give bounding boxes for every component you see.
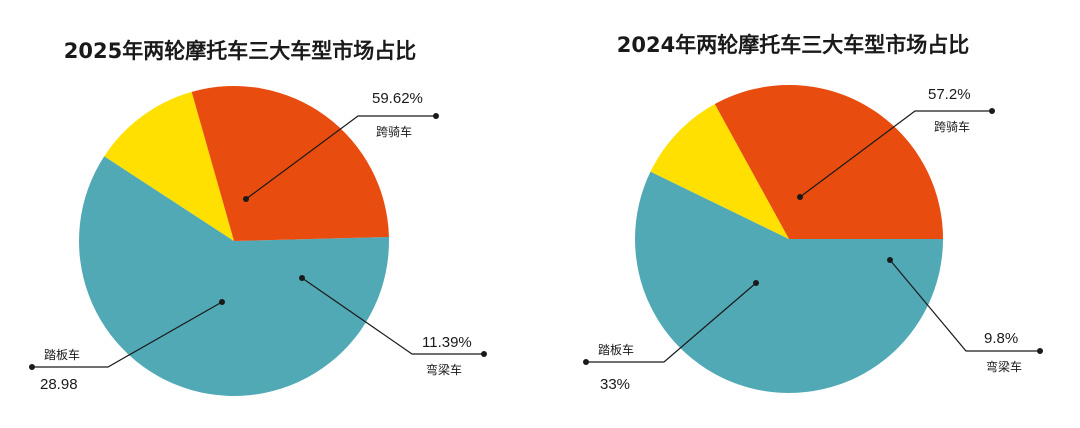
slice-2025-taban <box>191 85 389 242</box>
leader-dot-2024-wanliang-outer <box>1037 348 1043 354</box>
pie-chart-2025: 2025年两轮摩托车三大车型市场占比 59.62% 跨骑车 11.39% 弯梁车… <box>29 39 487 396</box>
leader-2024-taban <box>586 282 757 363</box>
slice-2025-kuaqi <box>79 156 390 396</box>
leader-2024-kuaqi <box>799 110 992 198</box>
leader-2025-kuaqi <box>245 115 436 200</box>
value-label-2025-kuaqi: 59.62% <box>372 90 423 107</box>
category-label-2024-wanliang: 弯梁车 <box>986 359 1022 374</box>
chart-title-2024: 2024年两轮摩托车三大车型市场占比 <box>617 33 969 57</box>
pie-chart-2024: 2024年两轮摩托车三大车型市场占比 57.2% 跨骑车 9.8% 弯梁车 踏板… <box>583 33 1043 393</box>
leader-dot-2025-taban-outer <box>29 364 35 370</box>
slice-2024-kuaqi <box>635 171 943 393</box>
category-label-2025-wanliang: 弯梁车 <box>426 362 462 377</box>
category-label-2024-kuaqi: 跨骑车 <box>934 119 970 134</box>
leader-2025-taban <box>32 301 223 368</box>
pie-slices-2025 <box>79 85 390 396</box>
leader-dot-2024-wanliang-inner <box>887 257 893 263</box>
category-label-2025-taban: 踏板车 <box>44 347 80 362</box>
leader-dot-2024-kuaqi-inner <box>797 194 803 200</box>
category-label-2024-taban: 踏板车 <box>598 342 634 357</box>
leader-dot-2024-taban-outer <box>583 359 589 365</box>
pie-slices-2024 <box>635 85 943 393</box>
value-label-2024-taban: 33% <box>600 376 630 393</box>
value-label-2025-wanliang: 11.39% <box>422 334 472 351</box>
value-label-2024-wanliang: 9.8% <box>984 330 1018 347</box>
chart-title-2025: 2025年两轮摩托车三大车型市场占比 <box>64 39 416 63</box>
leader-dot-2025-wanliang-inner <box>299 275 305 281</box>
leader-dot-2025-kuaqi-outer <box>433 113 439 119</box>
slice-2024-taban <box>714 85 943 239</box>
leader-dot-2024-taban-inner <box>753 280 759 286</box>
leader-dot-2025-wanliang-outer <box>481 351 487 357</box>
leader-dot-2025-kuaqi-inner <box>243 196 249 202</box>
category-label-2025-kuaqi: 跨骑车 <box>376 124 412 139</box>
slice-2025-wanliang <box>104 91 234 241</box>
slice-2024-wanliang <box>650 104 789 239</box>
leader-dot-2025-taban-inner <box>219 299 225 305</box>
leader-2025-wanliang <box>301 277 484 355</box>
leader-dot-2024-kuaqi-outer <box>989 108 995 114</box>
value-label-2025-taban: 28.98 <box>40 376 78 393</box>
leader-2024-wanliang <box>889 259 1040 352</box>
value-label-2024-kuaqi: 57.2% <box>928 86 971 103</box>
